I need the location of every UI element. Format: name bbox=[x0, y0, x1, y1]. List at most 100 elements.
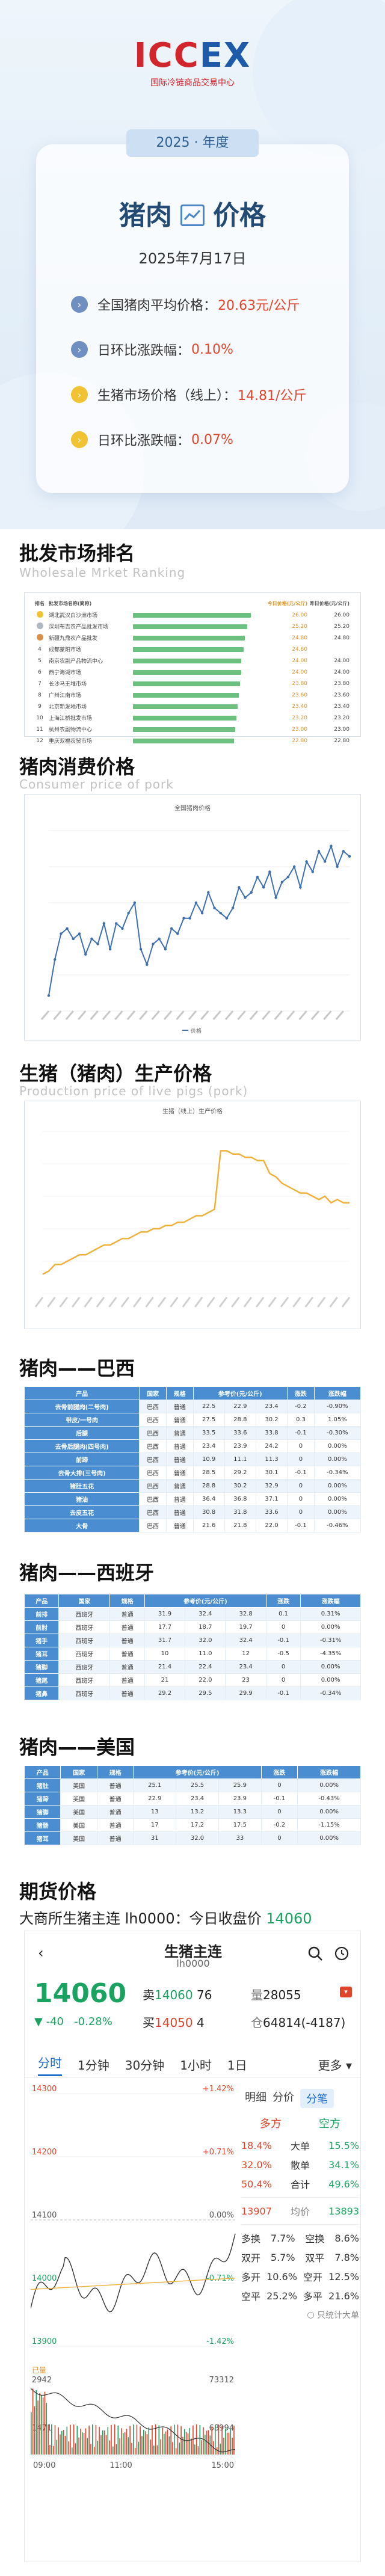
bullet-label: 日环比涨跌幅： bbox=[97, 343, 191, 358]
table-cell: 22.5 bbox=[192, 1400, 225, 1413]
table-row: 猪脚 美国 普通 13 13.2 13.3 0 0.00% bbox=[23, 1805, 361, 1819]
spain-table-wrap: 产品 国家 规格 参考价(元/公斤) 涨跌 涨跌幅 前排 西班牙 普通 31.9 32.4 32.8 0… bbox=[23, 1594, 361, 1714]
table-cell: 普通 bbox=[165, 1452, 194, 1466]
rank-cell: 9 bbox=[31, 704, 49, 710]
table-cell: 22.4 bbox=[185, 1660, 226, 1674]
ranking-header: 排名 批发市场名称(简称) 今日价格(元/公斤) 昨日价格(元/公斤) bbox=[31, 598, 354, 609]
volume-bar bbox=[179, 2442, 180, 2455]
volume-bar bbox=[114, 2424, 116, 2455]
today-price: 25.20 bbox=[292, 623, 307, 630]
side-tab-tick[interactable]: 分笔 bbox=[300, 2089, 334, 2108]
x-tick-label bbox=[40, 1010, 50, 1020]
market-name: 重庆双福农贸市场 bbox=[49, 739, 93, 745]
tab-1min[interactable]: 1分钟 bbox=[78, 2058, 109, 2073]
x-tick-label bbox=[108, 1297, 117, 1308]
volume-bar bbox=[168, 2436, 170, 2455]
header-market: 批发市场名称(简称) bbox=[49, 601, 92, 606]
table-cell: -0.30% bbox=[313, 1426, 362, 1440]
radio-icon[interactable]: ○ bbox=[307, 2310, 317, 2320]
volume-bar bbox=[167, 2429, 168, 2455]
rank-cell: 10 bbox=[31, 715, 49, 721]
table-cell: -0.1 bbox=[287, 1519, 315, 1532]
price-point bbox=[139, 947, 143, 951]
volume-label: 已量 bbox=[32, 2366, 46, 2375]
table-row: 猪尾 西班牙 普通 21 22.0 23 0 0.00% bbox=[23, 1673, 361, 1687]
volume-bar bbox=[60, 2434, 61, 2455]
stat-row: 双开 5.7% 双平 7.8% bbox=[241, 2248, 359, 2267]
header-ref-price: 参考价(元/公斤) bbox=[133, 1765, 262, 1779]
price-point bbox=[292, 865, 296, 868]
table-cell: 0.3 bbox=[287, 1413, 315, 1427]
volume-bar bbox=[126, 2429, 128, 2455]
table-row: 去骨前腿肉(二号肉) 巴西 普通 22.5 22.9 23.4 -0.2 -0.90% bbox=[23, 1400, 362, 1413]
expand-icon[interactable]: ▾ bbox=[340, 1987, 352, 1997]
search-icon[interactable] bbox=[307, 1946, 323, 1961]
tab-intraday[interactable]: 分时 bbox=[38, 2053, 62, 2076]
only-big-toggle[interactable]: ○ 只统计大单 bbox=[241, 2305, 359, 2325]
x-tick-label bbox=[84, 1297, 93, 1308]
tab-1hour[interactable]: 1小时 bbox=[180, 2058, 212, 2073]
volume-bar bbox=[223, 2438, 224, 2455]
quote-panel: 14060 ▼ -40 -0.28% 卖14060 76 买14050 4 量2… bbox=[34, 1978, 352, 2044]
tab-30min[interactable]: 30分钟 bbox=[125, 2058, 165, 2073]
rank-number: 5 bbox=[38, 657, 42, 664]
table-cell: 29.5 bbox=[185, 1686, 226, 1700]
table-row: 猪蹄 美国 普通 22.9 23.4 23.9 -0.1 -0.43% bbox=[23, 1792, 361, 1806]
price-bar-cell bbox=[133, 647, 259, 653]
volume-bar bbox=[148, 2427, 150, 2455]
x-tick-label bbox=[194, 1297, 203, 1308]
table-cell: 0 bbox=[287, 1505, 315, 1519]
ask-price: 14060 bbox=[155, 1988, 193, 2002]
tab-more[interactable]: 更多 ▾ bbox=[318, 2058, 352, 2073]
table-cell: 猪肚五花 bbox=[23, 1479, 140, 1493]
table-row: 猪耳 美国 普通 31 32.0 33 0 0.00% bbox=[23, 1831, 361, 1845]
volume-bar bbox=[78, 2437, 79, 2455]
table-cell: 普通 bbox=[109, 1660, 145, 1674]
table-cell: 33.6 bbox=[224, 1426, 256, 1440]
stat-row: 多换 7.7% 空换 8.6% bbox=[241, 2228, 359, 2248]
price-bar bbox=[133, 647, 244, 652]
header-spec: 规格 bbox=[165, 1386, 194, 1400]
volume-bar bbox=[35, 2390, 37, 2455]
price-point bbox=[207, 891, 210, 894]
x-tick-label bbox=[71, 1297, 81, 1308]
time-label: 09:00 bbox=[33, 2461, 55, 2470]
volume-bar bbox=[211, 2426, 212, 2455]
title-right: 价格 bbox=[213, 200, 266, 231]
clock-icon[interactable] bbox=[334, 1946, 350, 1961]
back-icon[interactable]: ‹ bbox=[38, 1944, 44, 1961]
table-cell: 33.5 bbox=[192, 1426, 225, 1440]
table-row: 前蹄 巴西 普通 10.9 11.1 11.3 0 0.00% bbox=[23, 1452, 362, 1466]
table-header: 产品 国家 规格 参考价(元/公斤) 涨跌 涨跌幅 bbox=[23, 1386, 362, 1400]
table-cell: 23.9 bbox=[224, 1439, 256, 1453]
side-tab-detail[interactable]: 明细 bbox=[245, 2091, 266, 2104]
table-cell: -0.2 bbox=[260, 1818, 298, 1832]
rank-cell: 7 bbox=[31, 681, 49, 687]
time-label: 11:00 bbox=[109, 2461, 132, 2470]
table-cell: 0.00% bbox=[297, 1831, 361, 1845]
table-cell: 18.7 bbox=[185, 1620, 226, 1634]
x-tick-label bbox=[59, 1297, 69, 1308]
market-name: 西宁海湖市场 bbox=[49, 670, 82, 676]
rank-cell: 8 bbox=[31, 692, 49, 698]
table-cell: 0.00% bbox=[297, 1805, 361, 1819]
x-tick-label bbox=[163, 1010, 173, 1020]
volume-bar bbox=[75, 2443, 76, 2455]
table-cell: 巴西 bbox=[139, 1439, 167, 1453]
wholesale-title: 批发市场排名 bbox=[19, 542, 135, 565]
time-label: 15:00 bbox=[212, 2461, 234, 2470]
side-tab-price[interactable]: 分价 bbox=[273, 2091, 294, 2104]
pct-axis-label: 0.00% bbox=[209, 2211, 234, 2220]
volume-bar bbox=[116, 2444, 117, 2455]
x-tick-label bbox=[298, 1010, 307, 1020]
table-cell: 17.5 bbox=[218, 1818, 262, 1832]
yesterday-price: 23.60 bbox=[334, 692, 350, 698]
stat-value: 25.2% bbox=[266, 2290, 297, 2302]
volume-bar bbox=[233, 2426, 235, 2455]
header-spec: 规格 bbox=[96, 1765, 134, 1779]
volume-bar bbox=[66, 2426, 68, 2455]
pct-axis-label: +1.42% bbox=[203, 2085, 234, 2094]
yesterday-price: 25.20 bbox=[334, 623, 350, 630]
tab-1day[interactable]: 1日 bbox=[227, 2058, 247, 2073]
